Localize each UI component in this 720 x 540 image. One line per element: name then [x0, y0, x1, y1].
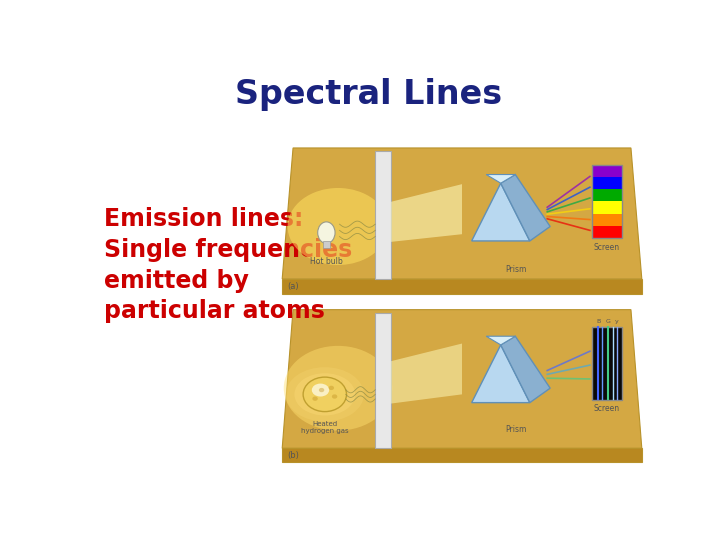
Ellipse shape [303, 377, 346, 411]
Text: (a): (a) [287, 282, 300, 291]
Polygon shape [375, 151, 391, 279]
Polygon shape [282, 279, 642, 294]
Ellipse shape [312, 383, 329, 396]
Bar [593, 226, 621, 238]
Bar [593, 177, 621, 190]
Bar [593, 327, 621, 400]
Text: Hot bulb: Hot bulb [310, 257, 343, 266]
Ellipse shape [286, 367, 364, 422]
Ellipse shape [328, 386, 334, 390]
Polygon shape [472, 183, 530, 241]
Text: Prism: Prism [505, 265, 527, 274]
Polygon shape [500, 336, 550, 403]
Text: G: G [606, 319, 610, 325]
Polygon shape [486, 174, 516, 183]
Text: Emission lines:
Single frequencies
emitted by
particular atoms: Emission lines: Single frequencies emitt… [104, 207, 352, 323]
Text: Heated
hydrogen gas: Heated hydrogen gas [301, 421, 348, 434]
Ellipse shape [303, 379, 346, 409]
Text: Screen: Screen [594, 403, 620, 413]
Polygon shape [472, 345, 530, 403]
Polygon shape [282, 309, 642, 448]
Text: Spectral Lines: Spectral Lines [235, 78, 503, 111]
Polygon shape [375, 313, 391, 448]
Ellipse shape [294, 373, 355, 415]
Ellipse shape [312, 396, 318, 401]
Polygon shape [391, 343, 462, 403]
Polygon shape [282, 448, 642, 462]
Bar [593, 165, 621, 177]
Text: (b): (b) [287, 451, 300, 460]
Ellipse shape [287, 188, 388, 265]
Bar [593, 214, 621, 226]
Polygon shape [500, 174, 550, 241]
Ellipse shape [318, 222, 335, 244]
Text: Prism: Prism [505, 425, 527, 434]
Text: B: B [596, 319, 600, 325]
Polygon shape [391, 184, 462, 242]
Ellipse shape [284, 346, 392, 430]
Bar [593, 190, 621, 201]
Bar [593, 201, 621, 214]
Text: Screen: Screen [594, 244, 620, 252]
Ellipse shape [319, 388, 324, 392]
Polygon shape [486, 336, 516, 345]
Ellipse shape [332, 394, 337, 399]
Bar [323, 241, 330, 248]
Bar [593, 165, 621, 238]
Polygon shape [282, 148, 642, 279]
Text: y: y [615, 319, 619, 325]
